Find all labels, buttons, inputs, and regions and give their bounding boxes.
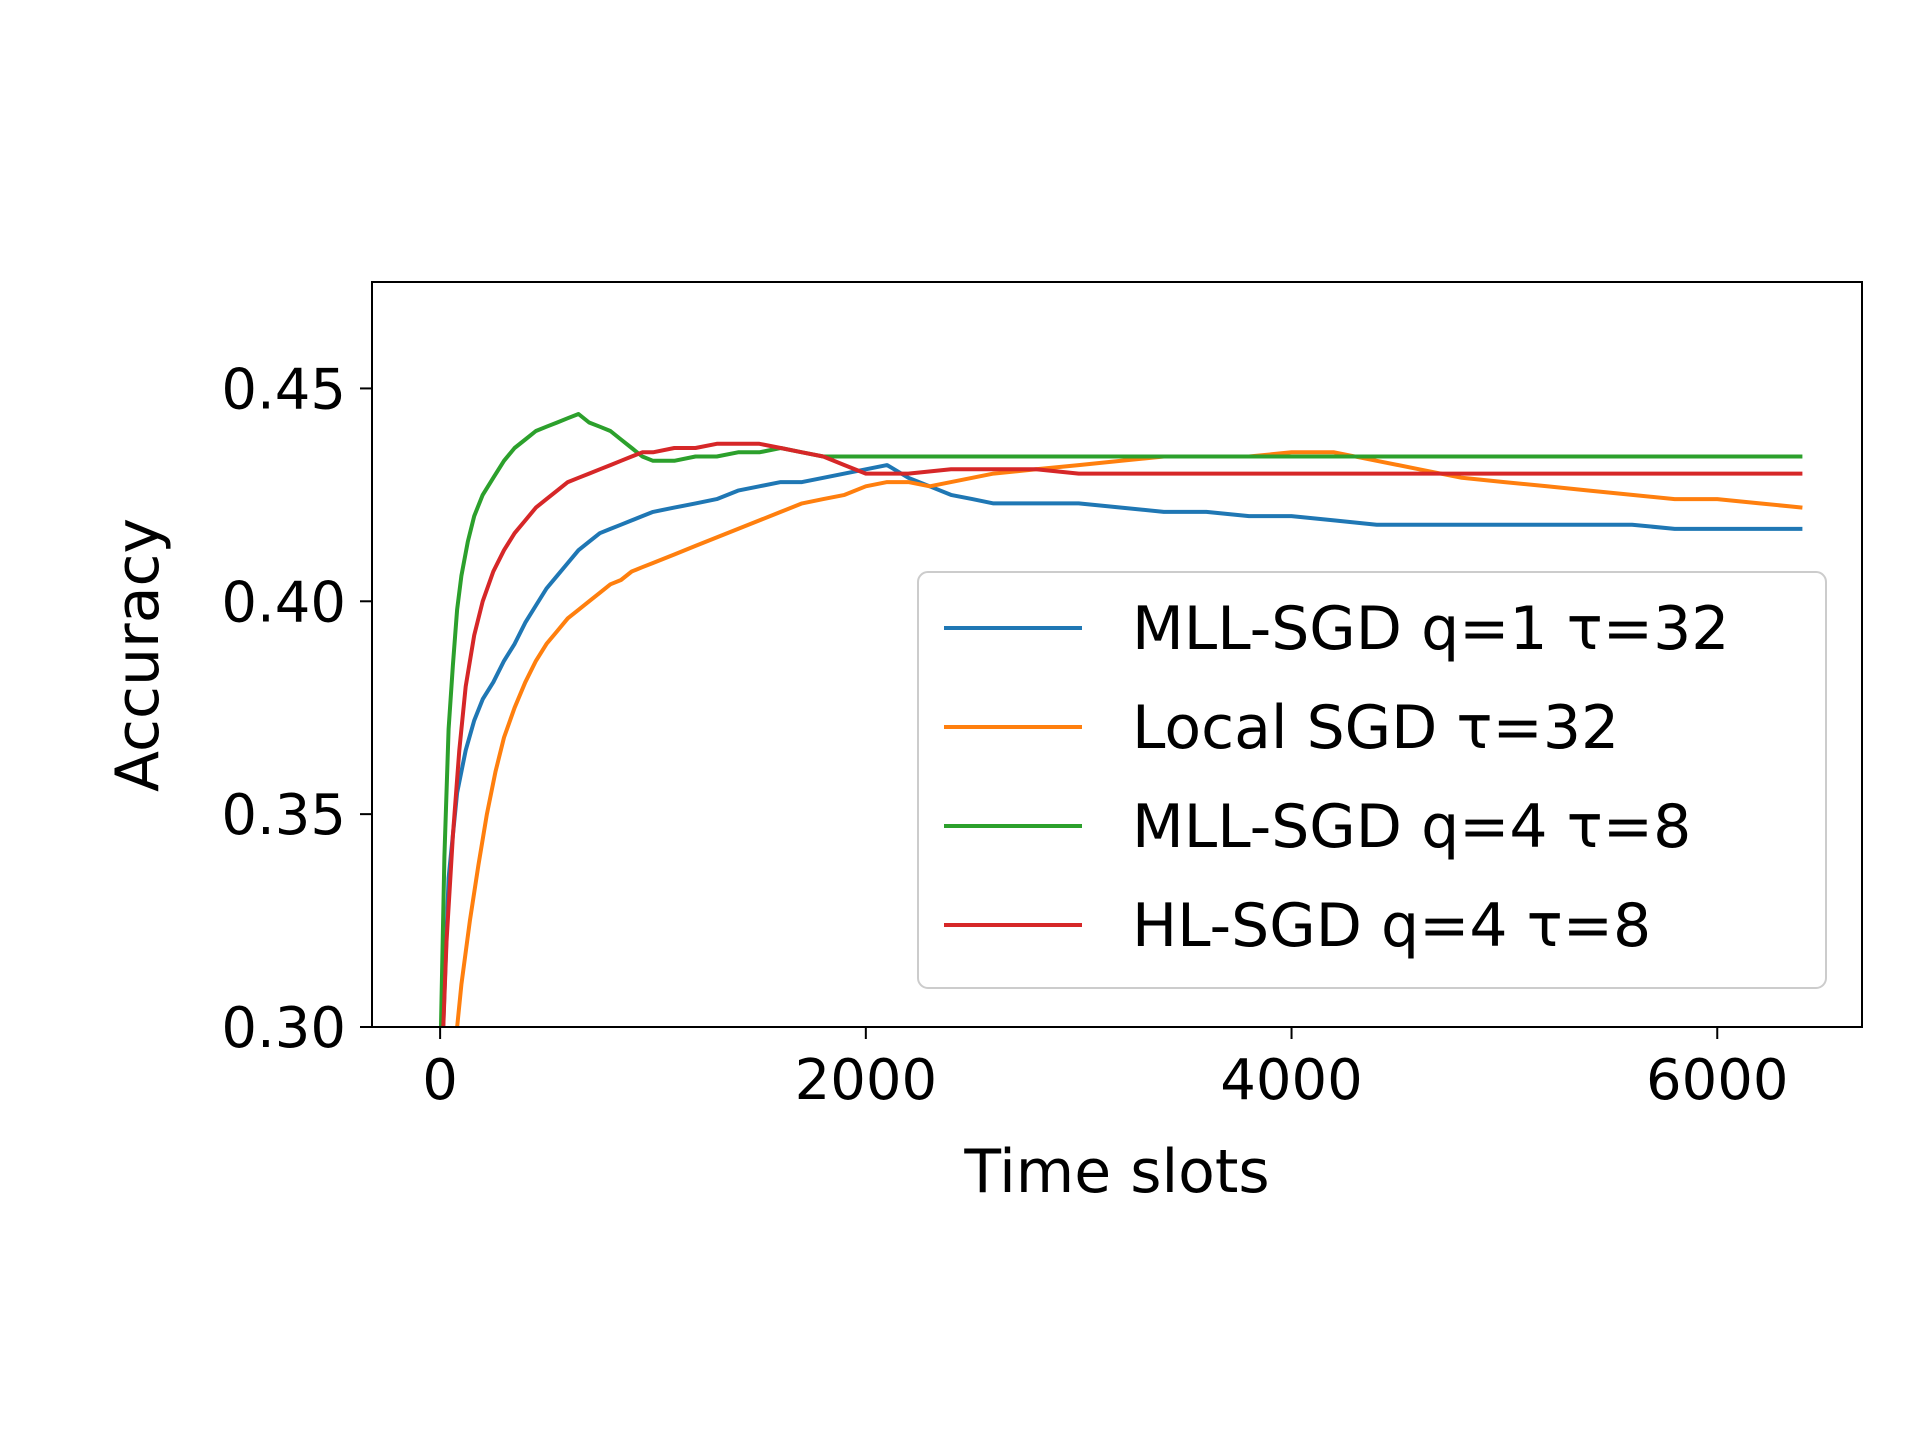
series-line-1	[441, 463, 1803, 1027]
x-tick-label: 6000	[1646, 1048, 1789, 1113]
x-tick-label: 4000	[1220, 1048, 1363, 1113]
legend-box	[917, 571, 1827, 989]
x-tick-label: 0	[422, 1048, 458, 1113]
y-axis: 0.30 0.35 0.40 0.45	[221, 357, 372, 1061]
y-tick-label: 0.30	[221, 996, 346, 1061]
y-axis-label: Accuracy	[103, 518, 173, 792]
legend-label-3: MLL-SGD q=4 τ=8	[1132, 792, 1691, 862]
series-line-2	[455, 450, 1803, 1027]
legend-label-2: Local SGD τ=32	[1132, 693, 1619, 763]
y-tick-label: 0.45	[221, 357, 346, 422]
series-layer	[438, 412, 1803, 1027]
y-tick-label: 0.40	[221, 570, 346, 635]
y-tick-label: 0.35	[221, 783, 346, 848]
series-line-4	[441, 441, 1803, 1027]
x-axis-label: Time slots	[963, 1137, 1269, 1207]
plot-frame	[371, 281, 1863, 1028]
legend-label-1: MLL-SGD q=1 τ=32	[1132, 594, 1729, 664]
x-axis: 0 2000 4000 6000	[422, 1027, 1789, 1113]
series-line-3	[438, 412, 1803, 1027]
legend: MLL-SGD q=1 τ=32 Local SGD τ=32 MLL-SGD q=…	[917, 571, 1827, 989]
legend-label-4: HL-SGD q=4 τ=8	[1132, 891, 1651, 961]
x-tick-label: 2000	[795, 1048, 938, 1113]
